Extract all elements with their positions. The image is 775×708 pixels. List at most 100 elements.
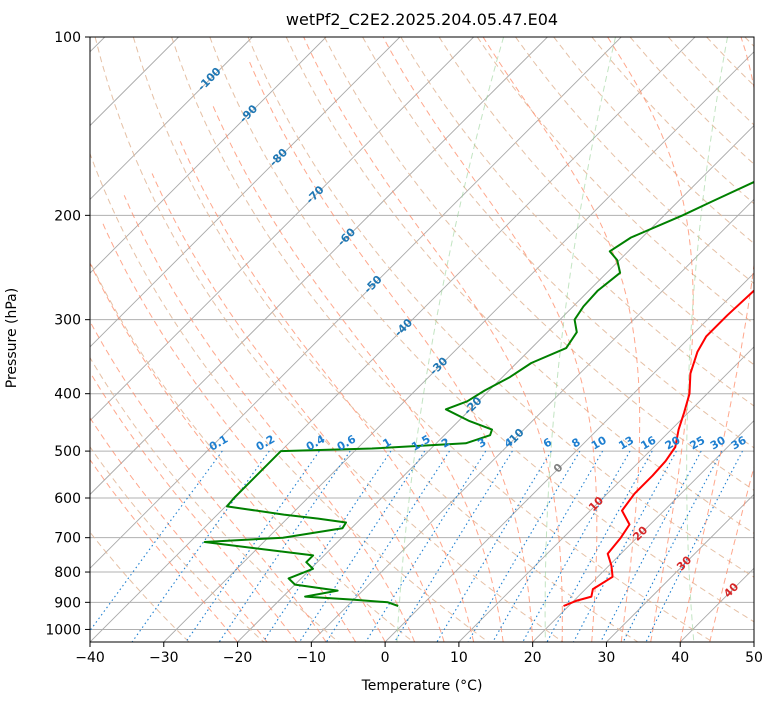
mixing-ratio-line (365, 450, 487, 642)
isotherm-label: 0 (551, 461, 566, 476)
moist-adiabat (90, 371, 298, 642)
isotherm-line (237, 124, 754, 642)
guide-curve (686, 37, 728, 642)
moist-adiabat (382, 37, 598, 642)
y-tick-label: 100 (54, 30, 81, 46)
y-tick-label: 1000 (45, 622, 81, 638)
y-tick-label: 800 (54, 565, 81, 581)
x-tick-label: −10 (297, 650, 327, 666)
moist-adiabat (101, 221, 386, 642)
dry-adiabat (744, 37, 754, 47)
isotherm-line (90, 37, 327, 274)
dry-adiabat (476, 37, 754, 325)
moist-adiabat (151, 173, 445, 642)
mixing-ratio-line (325, 450, 450, 642)
dry-adiabat (209, 37, 754, 623)
dry-adiabat (323, 37, 754, 491)
dry-adiabat (90, 260, 414, 642)
x-tick-label: −30 (149, 650, 179, 666)
mixing-ratio-label: 2 (439, 436, 452, 451)
mixing-ratio-label: 0.1 (207, 433, 230, 454)
plot-frame (89, 36, 755, 643)
chart-title: wetPf2_C2E2.2025.204.05.47.E04 (285, 10, 559, 29)
dry-adiabat (515, 37, 754, 285)
isotherm-line (532, 420, 754, 642)
y-tick-label: 900 (54, 595, 81, 611)
mixing-ratio-line (299, 450, 426, 642)
x-axis-label: Temperature (°C) (361, 678, 483, 694)
isotherm-line (753, 641, 754, 642)
x-tick-label: 0 (381, 650, 390, 666)
mixing-ratio-line (218, 450, 351, 642)
x-tick-label: 10 (450, 650, 468, 666)
isotherm-line (679, 567, 754, 642)
moist-adiabat (303, 37, 563, 642)
mixing-ratio-line (522, 450, 631, 642)
x-tick-label: 30 (598, 650, 616, 666)
mixing-ratio-label: 3 (475, 436, 488, 451)
x-tick-label: 40 (671, 650, 689, 666)
moist-adiabat (607, 37, 694, 642)
mixing-ratio-line (622, 450, 723, 642)
mixing-ratio-line (262, 450, 392, 642)
x-tick-label: −20 (223, 650, 253, 666)
isotherm-line (90, 37, 622, 569)
y-tick-label: 700 (54, 531, 81, 547)
mixing-ratio-label: 36 (729, 433, 749, 452)
mixing-ratio-line (600, 450, 702, 642)
dry-adiabat (90, 446, 265, 642)
y-tick-label: 500 (54, 444, 81, 460)
x-tick-label: 50 (745, 650, 763, 666)
isotherm-line (90, 37, 696, 642)
x-tick-label: −40 (75, 650, 105, 666)
mixing-ratio-label: 20 (663, 433, 683, 452)
dry-adiabat (94, 37, 564, 642)
isotherm-label: -100 (195, 65, 224, 94)
mixing-ratio-label: 16 (639, 433, 659, 452)
moist-adiabat (123, 195, 416, 642)
moist-adiabat (482, 37, 641, 642)
dry-adiabat (591, 37, 754, 205)
isotherm-label: -20 (461, 394, 484, 417)
isotherm-label: 10 (586, 494, 606, 514)
dry-adiabat (667, 37, 754, 126)
moist-adiabat (90, 262, 357, 642)
isotherm-line (90, 37, 179, 127)
dewpoint-profile (203, 180, 754, 607)
isotherm-line (163, 51, 754, 642)
mixing-ratio-line (645, 450, 743, 642)
moist-adiabat (90, 458, 238, 642)
moist-adiabat (248, 61, 534, 642)
mixing-ratio-label: 25 (688, 434, 708, 453)
mixing-ratio-label: 8 (570, 436, 583, 451)
mixing-ratio-line (492, 450, 604, 642)
guide-curve (544, 37, 616, 642)
isotherm-line (90, 37, 253, 200)
isotherm-line (0, 37, 31, 642)
isotherm-label: -70 (303, 183, 326, 206)
mixing-ratio-line (467, 450, 581, 642)
isotherm-label: -30 (427, 354, 450, 377)
moist-adiabat (90, 416, 268, 642)
plot-area: 0.1 0.2 0.4 0.6 1 1.5 2 3 4 6 8 10 13 16 20 25 30 36-100-… (0, 37, 754, 642)
y-tick-label: 400 (54, 387, 81, 403)
isotherm-line (606, 493, 754, 642)
y-tick-label: 600 (54, 491, 81, 507)
dry-adiabat (706, 37, 754, 87)
temperature-profile (563, 289, 754, 607)
dry-adiabat (132, 37, 639, 642)
mixing-ratio-label: 10 (589, 433, 609, 452)
mixing-ratio-line (436, 450, 552, 642)
isotherm-line (90, 37, 548, 496)
moist-adiabat (211, 104, 504, 642)
guide-curve (396, 37, 505, 642)
dry-adiabat (247, 37, 754, 578)
isotherm-line (90, 37, 106, 53)
mixing-ratio-line (546, 450, 653, 642)
dry-adiabat (90, 356, 339, 642)
dry-adiabat (90, 531, 190, 642)
dry-adiabat (90, 152, 489, 642)
isotherm-line (90, 37, 474, 422)
mixing-ratio-line (573, 450, 677, 642)
